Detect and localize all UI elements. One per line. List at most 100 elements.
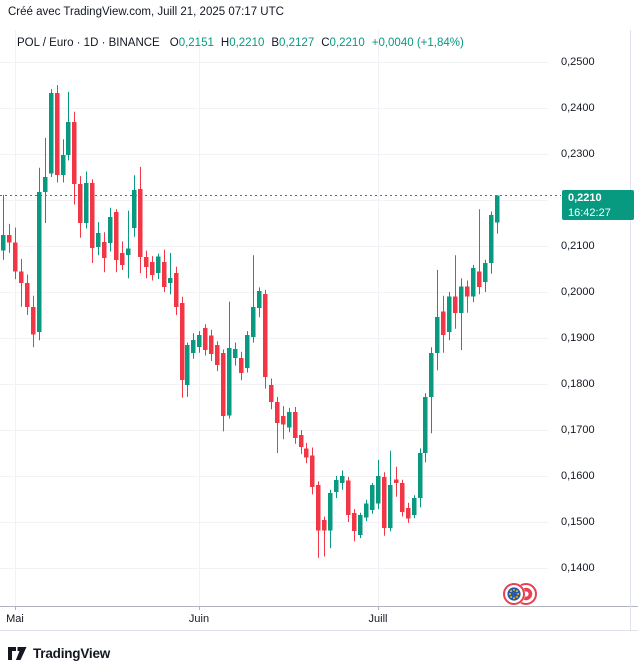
- change-value: +0,0040 (+1,84%): [371, 37, 464, 49]
- candle: [25, 274, 30, 315]
- candle: [144, 250, 149, 279]
- candle: [209, 329, 214, 361]
- candle: [126, 210, 131, 279]
- candle: [13, 227, 18, 280]
- candle: [435, 269, 440, 371]
- price-axis-label: 0,1900: [561, 332, 595, 344]
- candle: [96, 222, 101, 256]
- current-price-value: 0,2210: [568, 192, 602, 204]
- candle: [382, 472, 387, 536]
- candle: [132, 175, 137, 237]
- close-value: 0,2210: [329, 37, 365, 49]
- candle: [328, 489, 333, 549]
- candle: [263, 289, 268, 389]
- bar-countdown: 16:42:27: [568, 207, 611, 219]
- open-value: 0,2151: [178, 37, 214, 49]
- candle: [162, 249, 167, 292]
- candle: [429, 347, 434, 434]
- candle: [346, 476, 351, 522]
- candle: [364, 499, 369, 522]
- candle: [316, 481, 321, 558]
- candle: [304, 442, 309, 464]
- candle: [310, 447, 315, 495]
- euro-coin-pair-icon: [502, 582, 537, 606]
- euro-stars: [508, 588, 520, 600]
- candle: [299, 430, 304, 454]
- candle: [191, 333, 196, 359]
- symbol-title: POL / Euro · 1D · BINANCE: [17, 37, 160, 49]
- candle: [120, 241, 125, 270]
- candle: [352, 509, 357, 542]
- candle: [495, 195, 500, 234]
- candle: [483, 259, 488, 292]
- open-letter: O: [169, 37, 179, 49]
- candle: [423, 393, 428, 463]
- symbol-legend: POL / Euro · 1D · BINANCE O0,2151 H0,2210 B…: [17, 37, 464, 53]
- candle: [156, 253, 161, 280]
- candle: [340, 470, 345, 490]
- price-axis-label: 0,1500: [561, 516, 595, 528]
- ohlc-low: B0,2127: [271, 37, 314, 49]
- price-axis-label: 0,1600: [561, 470, 595, 482]
- candle: [447, 292, 452, 341]
- candle: [394, 466, 399, 497]
- time-axis-label: Mai: [6, 613, 24, 625]
- candle: [174, 266, 179, 315]
- candle: [459, 278, 464, 350]
- candle: [281, 406, 286, 440]
- candle: [168, 252, 173, 295]
- candle: [66, 91, 71, 161]
- high-letter: H: [220, 37, 230, 49]
- price-axis-label: 0,1400: [561, 562, 595, 574]
- candle: [49, 89, 54, 177]
- candle: [221, 349, 226, 432]
- candle: [61, 139, 66, 183]
- candle: [465, 280, 470, 313]
- candle: [400, 479, 405, 517]
- close-letter: C: [321, 37, 330, 49]
- candle: [102, 232, 107, 273]
- candle: [489, 211, 494, 274]
- tradingview-logo-icon: [8, 646, 27, 660]
- ohlc-high: H0,2210: [221, 37, 265, 49]
- price-axis-label: 0,1700: [561, 424, 595, 436]
- candle: [31, 295, 36, 348]
- candle: [287, 407, 292, 433]
- attribution-text: Créé avec TradingView.com, Juill 21, 202…: [8, 6, 284, 18]
- footer-brand-text: TradingView: [33, 645, 111, 661]
- candle: [19, 258, 24, 307]
- time-scale[interactable]: [0, 607, 630, 631]
- candle: [358, 512, 363, 539]
- price-axis-label: 0,2400: [561, 102, 595, 114]
- candle: [245, 331, 250, 373]
- time-axis-label: Juill: [368, 613, 388, 625]
- candle: [370, 482, 375, 514]
- candle: [418, 448, 423, 508]
- candle: [43, 137, 48, 223]
- candle: [215, 341, 220, 372]
- candle: [114, 209, 119, 273]
- low-value: 0,2127: [279, 37, 315, 49]
- candle: [138, 166, 143, 274]
- candle: [1, 194, 6, 260]
- candle: [269, 378, 274, 410]
- candle: [257, 287, 262, 318]
- candle: [477, 209, 482, 295]
- high-value: 0,2210: [229, 37, 265, 49]
- time-axis-label: Juin: [188, 613, 210, 625]
- candle: [471, 264, 476, 303]
- candle: [233, 342, 238, 366]
- candle: [37, 167, 42, 341]
- price-axis-label: 0,2100: [561, 240, 595, 252]
- candle: [227, 301, 232, 419]
- candle: [84, 171, 89, 229]
- candle: [453, 255, 458, 329]
- candle: [72, 111, 77, 205]
- candle: [150, 256, 155, 281]
- candle: [55, 85, 60, 183]
- tradingview-logo-link[interactable]: TradingView: [8, 643, 110, 663]
- candle: [90, 179, 95, 263]
- candle: [412, 495, 417, 519]
